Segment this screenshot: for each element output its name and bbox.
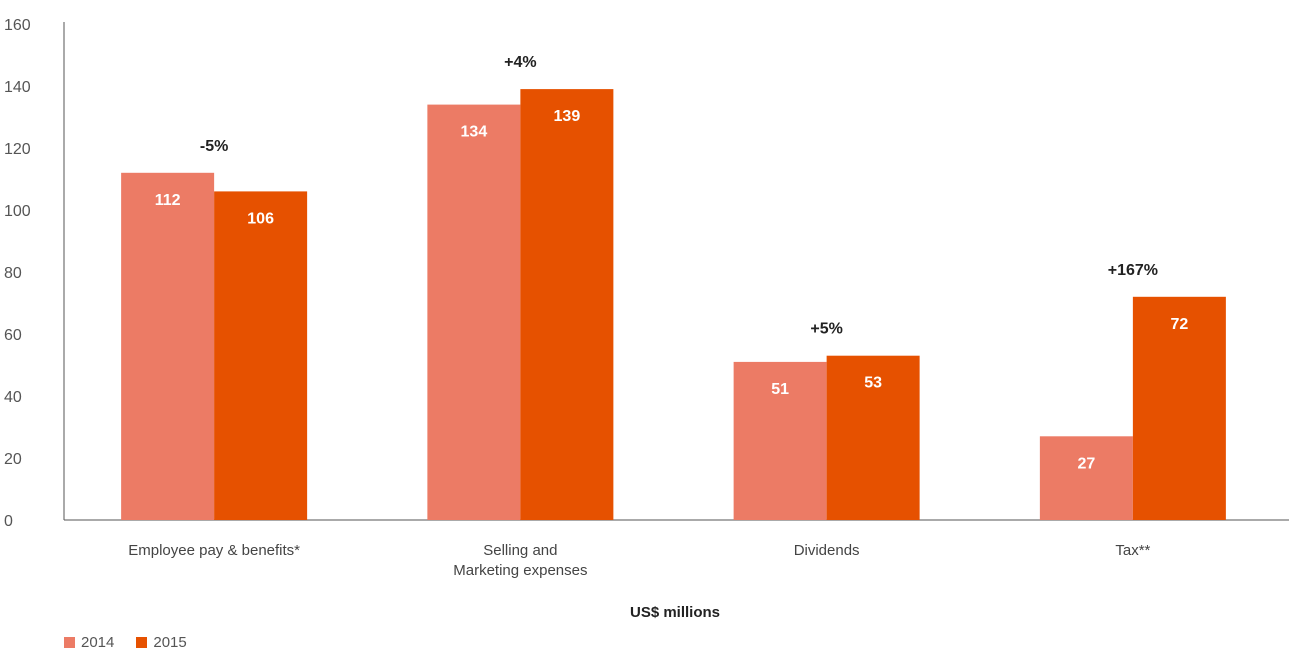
bar-chart: 0 20 40 60 80 100 120 140 160 Employee pay & ben… — [4, 17, 1289, 621]
y-tick-label: 40 — [4, 389, 22, 406]
x-axis-title: US$ millions — [630, 604, 720, 621]
category-label: Employee pay & benefits* — [128, 542, 300, 559]
category-label: Tax** — [1115, 542, 1150, 559]
x-axis: Employee pay & benefits* Selling and Marke… — [64, 519, 1289, 579]
legend: 2014 2015 — [64, 634, 209, 651]
legend-label-2014: 2014 — [81, 634, 115, 651]
y-tick-label: 0 — [4, 513, 13, 530]
bar-2014 — [733, 361, 827, 520]
bar-value-label: 134 — [461, 124, 488, 141]
bar-2014 — [121, 172, 215, 521]
bar-2015 — [1132, 296, 1226, 520]
bar-2015 — [520, 89, 614, 520]
category-label: Dividends — [794, 542, 860, 559]
legend-swatch-2015 — [136, 637, 148, 648]
bar-value-label: 72 — [1170, 316, 1188, 333]
change-label: +4% — [504, 54, 536, 71]
bar-value-label: 112 — [155, 192, 181, 209]
legend-item-2015: 2015 — [136, 634, 187, 651]
bar-2015 — [826, 355, 920, 520]
y-tick-label: 60 — [4, 327, 22, 344]
y-tick-label: 80 — [4, 265, 22, 282]
bar-value-label: 53 — [864, 375, 882, 392]
y-axis: 0 20 40 60 80 100 120 140 160 — [4, 17, 65, 530]
category-label: Selling and Marketing expenses — [453, 542, 587, 579]
y-tick-label: 140 — [4, 79, 31, 96]
change-label: +5% — [810, 321, 842, 338]
legend-label-2015: 2015 — [153, 634, 187, 651]
legend-item-2014: 2014 — [64, 634, 114, 651]
bar-2014 — [1039, 436, 1133, 520]
bar-2014 — [427, 104, 521, 520]
change-label: -5% — [200, 138, 228, 155]
y-tick-label: 20 — [4, 451, 22, 468]
y-tick-label: 160 — [4, 17, 31, 34]
y-tick-label: 100 — [4, 203, 31, 220]
legend-swatch-2014 — [64, 637, 75, 648]
change-label: +167% — [1108, 262, 1158, 279]
bars — [121, 89, 1226, 521]
y-tick-label: 120 — [4, 141, 31, 158]
bar-value-label: 51 — [771, 381, 789, 398]
bar-value-label: 139 — [554, 108, 581, 125]
bar-2015 — [214, 191, 308, 520]
bar-value-label: 106 — [247, 210, 274, 227]
bar-value-label: 27 — [1077, 455, 1095, 472]
data-labels: 112 106 -5% 134 139 +4% 51 53 +5% 27 72 +167% — [155, 54, 1189, 472]
